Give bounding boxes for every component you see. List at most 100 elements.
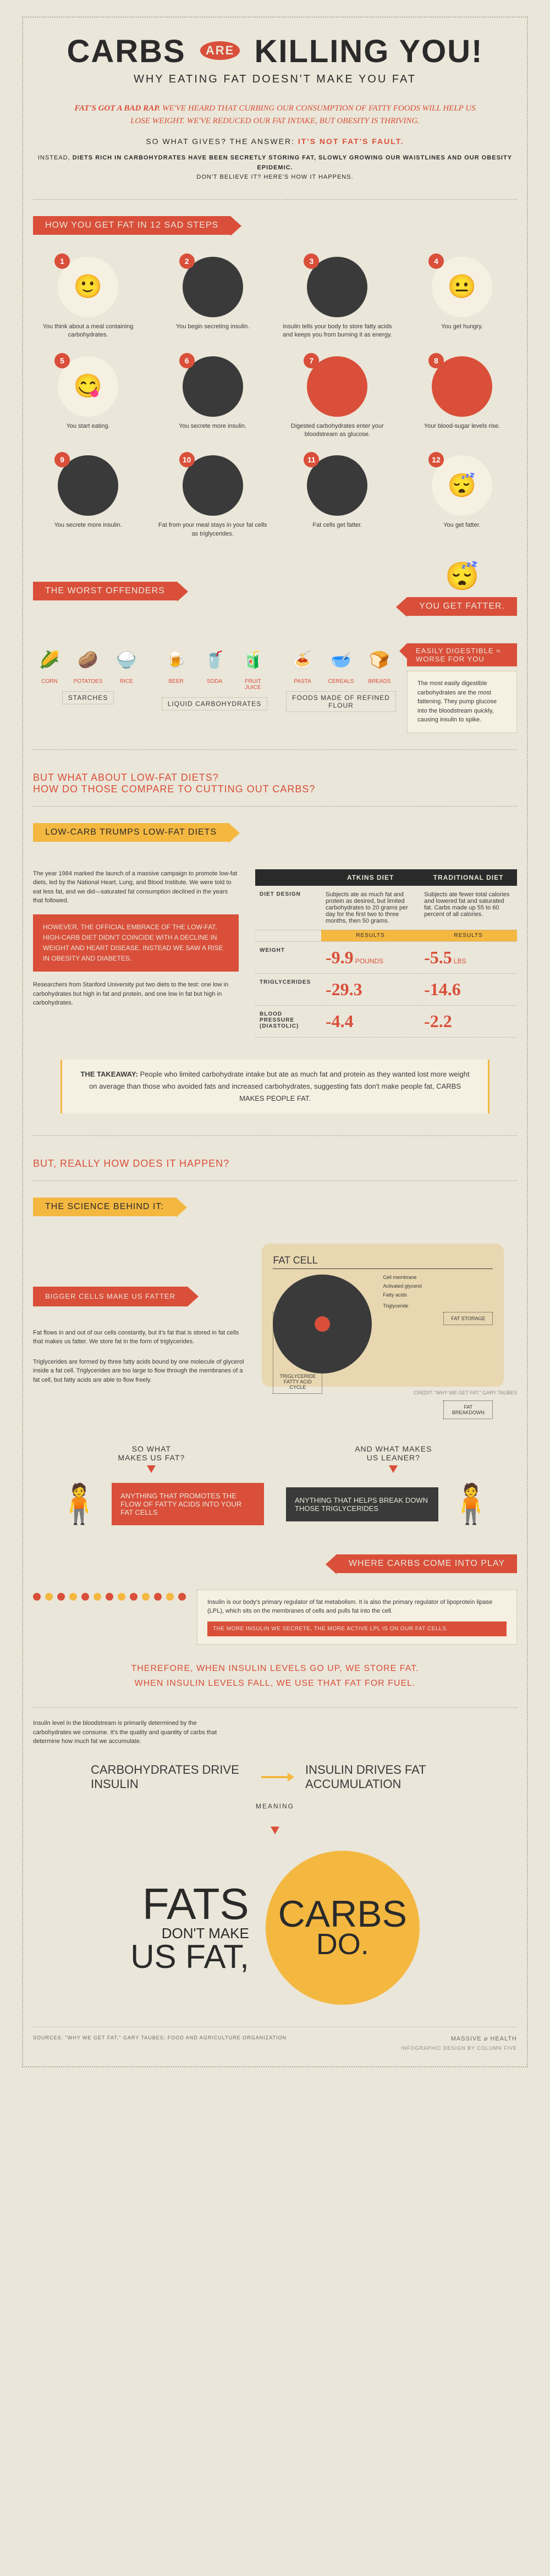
offender-icon: 🥤 (201, 643, 228, 676)
lean-man-icon: 🧍 (447, 1482, 495, 1527)
arrow-down-icon (389, 1465, 398, 1473)
step-circle: 3 (307, 257, 367, 317)
how-happen: BUT, REALLY HOW DOES IT HAPPEN? (33, 1158, 517, 1170)
step: 12 😴 You get fatter. (407, 455, 517, 538)
step-icon: 🙂 (74, 273, 102, 300)
you-get-fatter-banner: YOU GET FATTER. (407, 597, 517, 616)
final-carbs: CARBS (278, 1897, 407, 1931)
offender-label: LIQUID CARBOHYDRATES (162, 697, 267, 710)
drive-arrow-icon (261, 1776, 289, 1778)
step-circle: 2 (183, 257, 243, 317)
bigger-cells-banner: BIGGER CELLS MAKE US FATTER (33, 1287, 188, 1306)
step-circle: 11 (307, 455, 367, 516)
fatcell-title: FAT CELL (273, 1255, 493, 1269)
dots-row (33, 1593, 186, 1601)
dot-icon (81, 1593, 89, 1601)
step: 7 Digested carbohydrates enter your bloo… (282, 356, 392, 439)
step-text: Digested carbohydrates enter your bloods… (282, 422, 392, 439)
subtitle: WHY EATING FAT DOESN'T MAKE YOU FAT (33, 73, 517, 86)
step-circle: 10 (183, 455, 243, 516)
step-number: 4 (428, 253, 444, 269)
where-carbs-body: Insulin is our body's primary regulator … (207, 1598, 507, 1616)
offender-item: 🍞 BREADS (363, 643, 396, 685)
step-number: 1 (54, 253, 70, 269)
takeaway-body: People who limited carbohydrate intake b… (89, 1070, 470, 1102)
comp-p1: The year 1984 marked the launch of a mas… (33, 869, 239, 906)
fatcell-nucleus (315, 1316, 330, 1332)
offender-name: CEREALS (324, 679, 358, 685)
comp-p2: Researchers from Stanford University put… (33, 980, 239, 1008)
digestible-body: The most easily digestible carbohydrates… (407, 671, 517, 733)
divider (33, 749, 517, 750)
lowfat-question: BUT WHAT ABOUT LOW-FAT DIETS? HOW DO THO… (33, 772, 517, 795)
where-carbs-box: Insulin is our body's primary regulator … (197, 1590, 517, 1645)
trumps-banner: LOW-CARB TRUMPS LOW-FAT DIETS (33, 823, 229, 842)
comparison-section: The year 1984 marked the launch of a mas… (33, 869, 517, 1038)
drive-row: CARBOHYDRATES DRIVE INSULIN INSULIN DRIV… (33, 1763, 517, 1791)
where-carbs-highlight: THE MORE INSULIN WE SECRETE, THE MORE AC… (207, 1621, 507, 1636)
step-number: 6 (179, 353, 195, 368)
insulin-note: Insulin level in the bloodstream is prim… (33, 1719, 231, 1746)
drive-a: CARBOHYDRATES DRIVE INSULIN (91, 1763, 245, 1791)
final-fats: FATS (142, 1879, 249, 1928)
dot-icon (45, 1593, 53, 1601)
step: 4 😐 You get hungry. (407, 257, 517, 340)
offender-item: 🌽 CORN (33, 643, 66, 685)
step-number: 7 (304, 353, 319, 368)
step-circle: 12 😴 (432, 455, 492, 516)
arrow-down-icon (147, 1465, 156, 1473)
result-cell: -4.4 (321, 1005, 420, 1037)
divider (33, 199, 517, 200)
diet-head-trad: TRADITIONAL DIET (420, 869, 517, 886)
takeaway-lead: THE TAKEAWAY: (80, 1070, 138, 1078)
step-text: Fat from your meal stays in your fat cel… (158, 521, 268, 538)
divider (33, 1135, 517, 1136)
step-text: You secrete more insulin. (158, 422, 268, 431)
offender-item: 🥔 POTATOES (72, 643, 105, 685)
offender-name: BEER (160, 679, 193, 685)
step-number: 9 (54, 452, 70, 467)
row-label: TRIGLYCERIDES (255, 973, 321, 1005)
step-text: Fat cells get fatter. (282, 521, 392, 529)
two-answers: 🧍 ANYTHING THAT PROMOTES THE FLOW OF FAT… (33, 1482, 517, 1527)
step-text: You get fatter. (407, 521, 517, 529)
arrow-down-icon (271, 1827, 279, 1834)
step: 2 You begin secreting insulin. (158, 257, 268, 340)
step-circle: 1 🙂 (58, 257, 118, 317)
step: 6 You secrete more insulin. (158, 356, 268, 439)
dot-icon (142, 1593, 150, 1601)
step-number: 2 (179, 253, 195, 269)
offender-name: FRUIT JUICE (237, 679, 270, 691)
offender-icon: 🍞 (366, 643, 393, 676)
takeaway-box: THE TAKEAWAY: People who limited carbohy… (61, 1060, 490, 1113)
step-icon: 😋 (74, 373, 102, 400)
offender-group: 🌽 CORN 🥔 POTATOES 🍚 RICE STARCHES (33, 643, 143, 712)
step-circle: 9 (58, 455, 118, 516)
intro-p2: SO WHAT GIVES? THE ANSWER: IT'S NOT FAT'… (33, 137, 517, 146)
step: 8 Your blood-sugar levels rise. (407, 356, 517, 439)
intro-p3b: DIETS RICH IN CARBOHYDRATES HAVE BEEN SE… (73, 155, 512, 171)
fatcell-p1: Fat flows in and out of our cells consta… (33, 1328, 245, 1347)
result-cell: -9.9 POUNDS (321, 941, 420, 973)
step-text: You get hungry. (407, 323, 517, 331)
dot-icon (130, 1593, 138, 1601)
main-title: CARBS ARE KILLING YOU! (33, 33, 517, 70)
table-row: WEIGHT -9.9 POUNDS -5.5 LBS (255, 941, 517, 973)
step: 3 Insulin tells your body to store fatty… (282, 257, 392, 340)
offender-name: PASTA (286, 679, 319, 685)
step: 5 😋 You start eating. (33, 356, 143, 439)
step-icon: 😐 (448, 273, 476, 300)
label-storage: FAT STORAGE (443, 1312, 493, 1325)
diet-design-1: Subjects ate as much fat and protein as … (321, 886, 420, 930)
sleeping-icon: 😴 (407, 560, 517, 593)
results-head-a: RESULTS (321, 930, 420, 941)
answer-lean: ANYTHING THAT HELPS BREAK DOWN THOSE TRI… (286, 1487, 438, 1521)
two-questions: SO WHAT MAKES US FAT? AND WHAT MAKES US … (33, 1444, 517, 1476)
diet-table: ATKINS DIET TRADITIONAL DIET DIET DESIGN… (255, 869, 517, 1038)
digestible-banner: EASILY DIGESTIBLE = WORSE FOR YOU (407, 643, 517, 666)
therefore: THEREFORE, WHEN INSULIN LEVELS GO UP, WE… (33, 1661, 517, 1691)
label-breakdown: FAT BREAKDOWN (443, 1400, 493, 1419)
dot-icon (106, 1593, 113, 1601)
dot-icon (69, 1593, 77, 1601)
title-are-badge: ARE (200, 41, 240, 60)
